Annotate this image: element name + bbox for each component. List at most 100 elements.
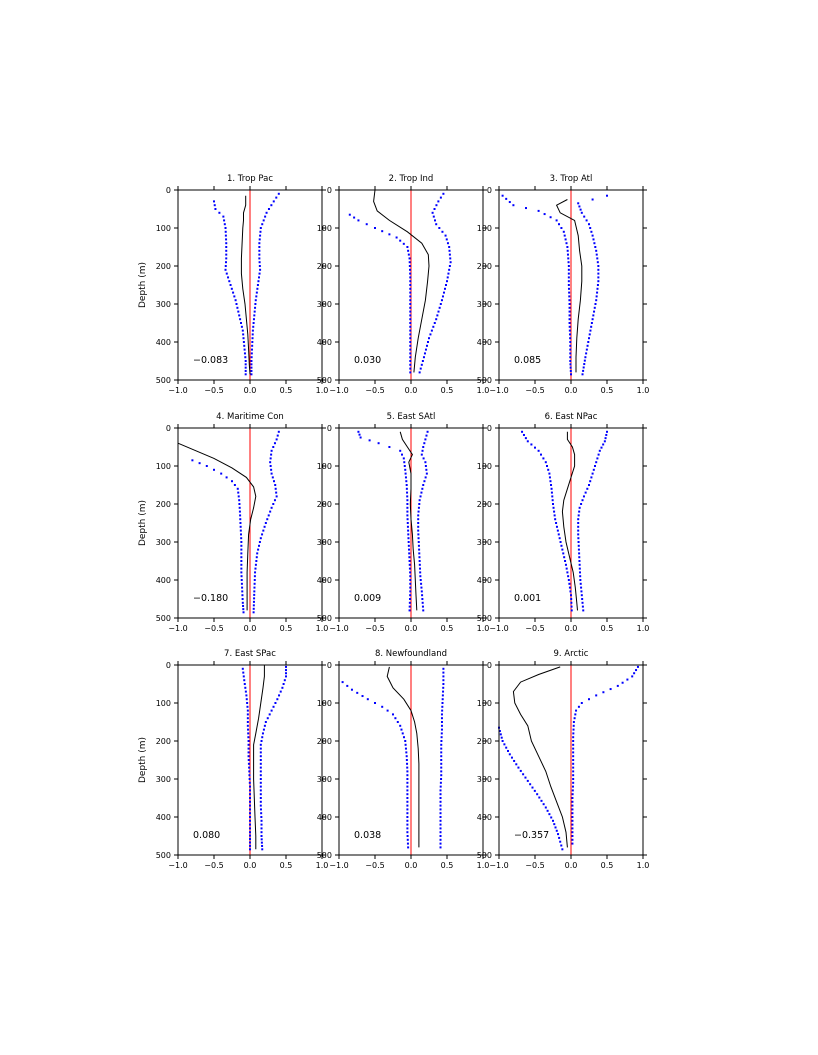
panel-title: 8. Newfoundland [375, 649, 447, 659]
envelope-dot [439, 303, 442, 305]
envelope-dot [439, 804, 442, 807]
envelope-dot [564, 563, 567, 566]
envelope-dot [534, 446, 536, 449]
x-tick-label: 0.5 [441, 624, 454, 633]
envelope-dot [249, 827, 251, 830]
envelope-dot [566, 253, 569, 256]
envelope-dot [543, 213, 546, 216]
x-tick-label: 1.0 [477, 861, 490, 870]
envelope-dot [272, 503, 275, 505]
envelope-dot [259, 227, 262, 229]
envelope-dot [553, 510, 556, 513]
envelope-dot [249, 831, 251, 834]
y-tick-label: 500 [156, 376, 171, 385]
envelope-dot [258, 272, 261, 275]
envelope-dot [425, 344, 428, 347]
envelope-dot [418, 560, 421, 562]
envelope-dot [586, 487, 589, 490]
envelope-dot [406, 503, 409, 505]
envelope-dot [396, 721, 399, 723]
envelope-dot [420, 453, 423, 456]
envelope-dot [507, 749, 509, 752]
envelope-dot [426, 341, 429, 343]
envelope-dot [273, 442, 276, 445]
envelope-dot [578, 510, 581, 513]
envelope-dot [577, 533, 580, 536]
envelope-dot [439, 827, 442, 830]
envelope-dot [259, 789, 262, 792]
envelope-dot [261, 848, 264, 851]
envelope-dot [568, 310, 571, 313]
envelope-dot [252, 611, 255, 614]
y-tick-label: 400 [156, 576, 171, 585]
envelope-dot [440, 759, 443, 761]
envelope-dot [246, 721, 249, 723]
x-tick-label: 0.5 [441, 386, 454, 395]
envelope-dot [440, 751, 443, 754]
envelope-dot [441, 709, 444, 712]
envelope-dot [439, 835, 442, 837]
envelope-dot [571, 838, 574, 841]
envelope-dot [568, 582, 571, 585]
envelope-dot [249, 819, 251, 822]
envelope-dot [585, 219, 588, 222]
envelope-dot [442, 667, 445, 670]
x-tick-label: −1.0 [168, 386, 187, 395]
envelope-dot [439, 838, 442, 841]
envelope-dot [279, 690, 282, 693]
envelope-dot [260, 823, 263, 826]
envelope-dot [417, 518, 420, 521]
envelope-dot [249, 812, 251, 815]
envelope-dot [500, 736, 503, 739]
envelope-dot [213, 204, 216, 207]
x-tick-label: 1.0 [316, 861, 329, 870]
envelope-dot [524, 437, 527, 440]
envelope-dot [224, 227, 227, 229]
envelope-dot [591, 472, 594, 475]
envelope-dot [440, 778, 443, 780]
envelope-dot [259, 234, 262, 237]
envelope-dot [563, 234, 566, 237]
envelope-dot [570, 594, 572, 597]
envelope-dot [253, 597, 256, 600]
envelope-dot [633, 672, 636, 675]
envelope-dot [403, 461, 406, 464]
envelope-dot [529, 783, 532, 786]
envelope-dot [555, 525, 558, 528]
envelope-dot [425, 434, 428, 437]
envelope-dot [422, 484, 425, 486]
envelope-dot [444, 234, 447, 237]
envelope-dot [242, 341, 245, 343]
envelope-dot [225, 261, 227, 264]
envelope-dot [406, 522, 409, 524]
envelope-dot [239, 518, 242, 521]
envelope-dot [240, 541, 243, 543]
envelope-dot [259, 774, 262, 777]
envelope-dot [270, 506, 273, 509]
envelope-dot [575, 709, 578, 712]
envelope-dot [235, 303, 238, 305]
envelope-dot [406, 246, 409, 248]
envelope-dot [603, 440, 606, 443]
envelope-dot [442, 683, 445, 685]
envelope-dot [401, 732, 404, 735]
envelope-dot [358, 433, 361, 436]
envelope-dot [244, 690, 247, 693]
envelope-dot [259, 751, 262, 754]
envelope-dot [273, 499, 276, 502]
envelope-dot [433, 208, 436, 210]
envelope-dot [250, 352, 253, 355]
envelope-dot [422, 446, 425, 448]
envelope-dot [259, 766, 262, 769]
envelope-dot [250, 373, 253, 376]
envelope-dot [418, 499, 421, 502]
envelope-dot [569, 337, 572, 340]
envelope-dot [567, 276, 570, 279]
envelope-dot [591, 318, 594, 321]
envelope-dot [258, 276, 260, 279]
envelope-dot [409, 367, 412, 370]
panel-title: 9. Arctic [554, 649, 589, 659]
y-tick-label: 0 [487, 661, 492, 670]
envelope-dot [588, 223, 590, 226]
envelope-dot [240, 579, 243, 581]
